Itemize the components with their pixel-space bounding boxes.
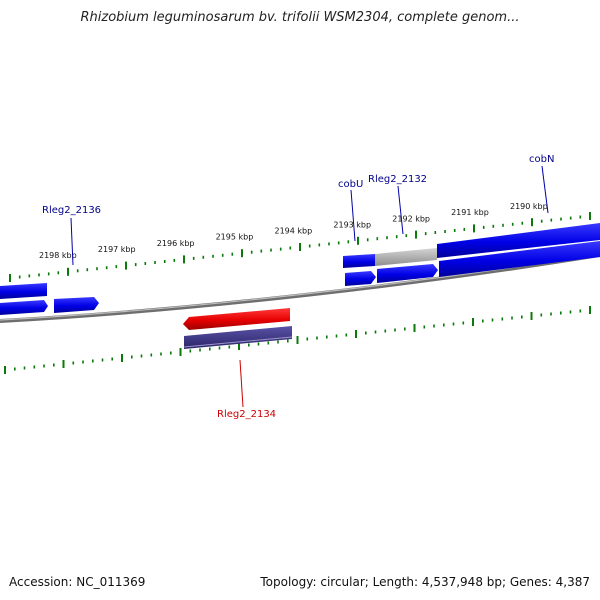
cds-feature-left-top[interactable]: [0, 283, 47, 299]
label-cobN[interactable]: cobN: [529, 154, 554, 165]
cds-feature-rleg2-2134[interactable]: [183, 308, 290, 330]
leader-cobU: [350, 189, 356, 242]
upper-tick-track: [9, 212, 591, 282]
pseudo-feature-rleg2-2132[interactable]: [375, 248, 437, 266]
leader-rleg2-2134: [239, 359, 244, 408]
cds-feature-cobN[interactable]: [439, 241, 600, 277]
reverse-strand-features: [183, 308, 293, 349]
tick-label: 2197 kbp: [98, 245, 136, 254]
cds-feature-cobN-top[interactable]: [437, 223, 600, 258]
cds-feature-rleg2-2136[interactable]: [54, 297, 99, 313]
label-cobU[interactable]: cobU: [338, 179, 363, 190]
forward-strand-features: [0, 223, 600, 315]
genome-backbone: [0, 253, 600, 323]
tick-label: 2190 kbp: [510, 202, 548, 211]
leader-rleg2-2136: [70, 217, 74, 266]
genome-title: Rhizobium leguminosarum bv. trifolii WSM…: [80, 10, 520, 25]
gene-feature-rleg2-2132[interactable]: [377, 264, 438, 283]
tick-label: 2194 kbp: [275, 227, 313, 236]
cds-feature-cobU-top[interactable]: [343, 254, 375, 268]
gene-feature-rleg2-2134[interactable]: [184, 326, 292, 349]
tick-label: 2195 kbp: [216, 233, 254, 242]
genome-summary-text: Topology: circular; Length: 4,537,948 bp…: [260, 575, 590, 589]
lower-tick-track: [4, 306, 591, 374]
leader-cobN: [541, 165, 549, 214]
tick-labels: 2198 kbp 2197 kbp 2196 kbp 2195 kbp 2194 kbp…: [39, 202, 548, 260]
label-rleg2-2132[interactable]: Rleg2_2132: [368, 174, 427, 185]
cds-feature-cobU[interactable]: [345, 271, 376, 286]
tick-label: 2192 kbp: [392, 214, 430, 223]
label-rleg2-2136[interactable]: Rleg2_2136: [42, 205, 101, 216]
leader-rleg2-2132: [397, 185, 404, 235]
gene-labels: Rleg2_2136 cobU Rleg2_2132 cobN Rleg2_21…: [42, 154, 554, 420]
tick-label: 2193 kbp: [333, 220, 371, 229]
accession-text: Accession: NC_011369: [9, 575, 146, 589]
tick-label: 2191 kbp: [451, 208, 489, 217]
tick-label: 2198 kbp: [39, 251, 77, 260]
gene-feature-rleg2-2134-edge: [183, 336, 293, 348]
label-rleg2-2134[interactable]: Rleg2_2134: [217, 409, 276, 420]
tick-label: 2196 kbp: [157, 239, 195, 248]
cds-feature-left-bottom[interactable]: [0, 300, 48, 315]
